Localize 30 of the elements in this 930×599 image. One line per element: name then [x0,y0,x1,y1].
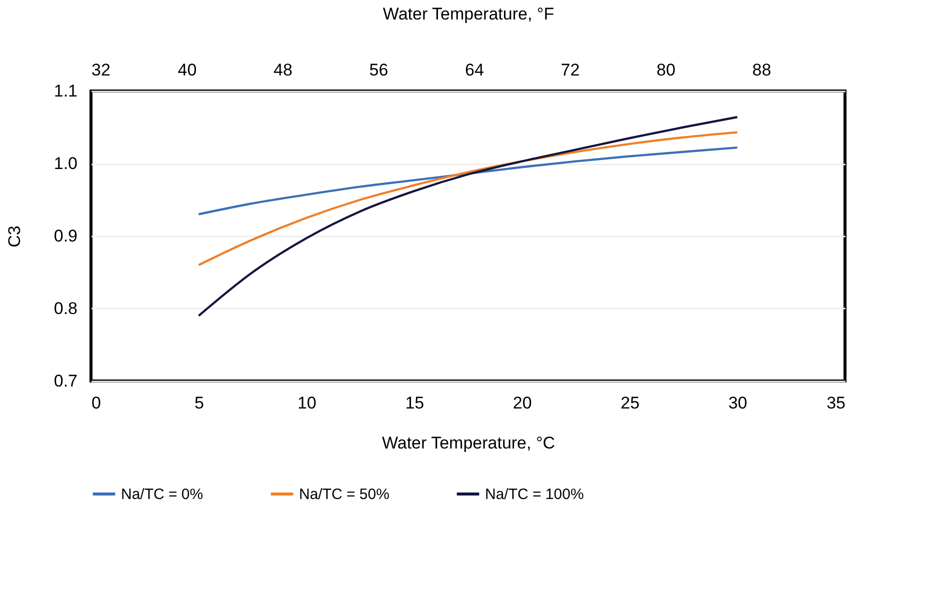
x-tick-label: 10 [297,394,316,412]
x-tick-label: 25 [620,394,640,412]
y-tick-label: 0.9 [54,226,78,246]
x2-tick-label: 88 [752,60,772,80]
line-series [198,116,738,317]
y-axis-title: C3 [4,226,24,248]
x-tick-label: 15 [405,394,424,412]
y-tick-label: 1.0 [54,154,78,173]
y-tick-label: 0.7 [54,372,78,390]
legend-label: Na/TC = 0% [121,486,204,503]
x-tick-label: 0 [92,394,101,412]
x2-tick-label: 48 [274,60,292,80]
x2-tick-label: 72 [560,60,580,80]
x-tick-label: 20 [512,394,532,412]
x-axis-title: Water Temperature, °C [382,434,556,452]
x2-tick-label: 32 [92,60,110,80]
x2-tick-label: 64 [465,60,484,80]
x-tick-label: 35 [826,394,846,412]
x-tick-label: 5 [194,394,204,412]
x2-axis-title: Water Temperature, °F [382,4,554,24]
x2-tick-label: 56 [369,60,388,80]
legend-label: Na/TC = 100% [485,486,584,503]
x2-tick-label: 80 [656,60,676,80]
y-tick-label: 1.1 [54,82,78,100]
x-tick-label: 30 [728,394,748,412]
line-series [198,146,738,216]
y-tick-label: 0.8 [54,299,78,318]
line-series [198,131,738,266]
x2-tick-label: 40 [178,60,197,80]
legend-label: Na/TC = 50% [299,486,390,503]
